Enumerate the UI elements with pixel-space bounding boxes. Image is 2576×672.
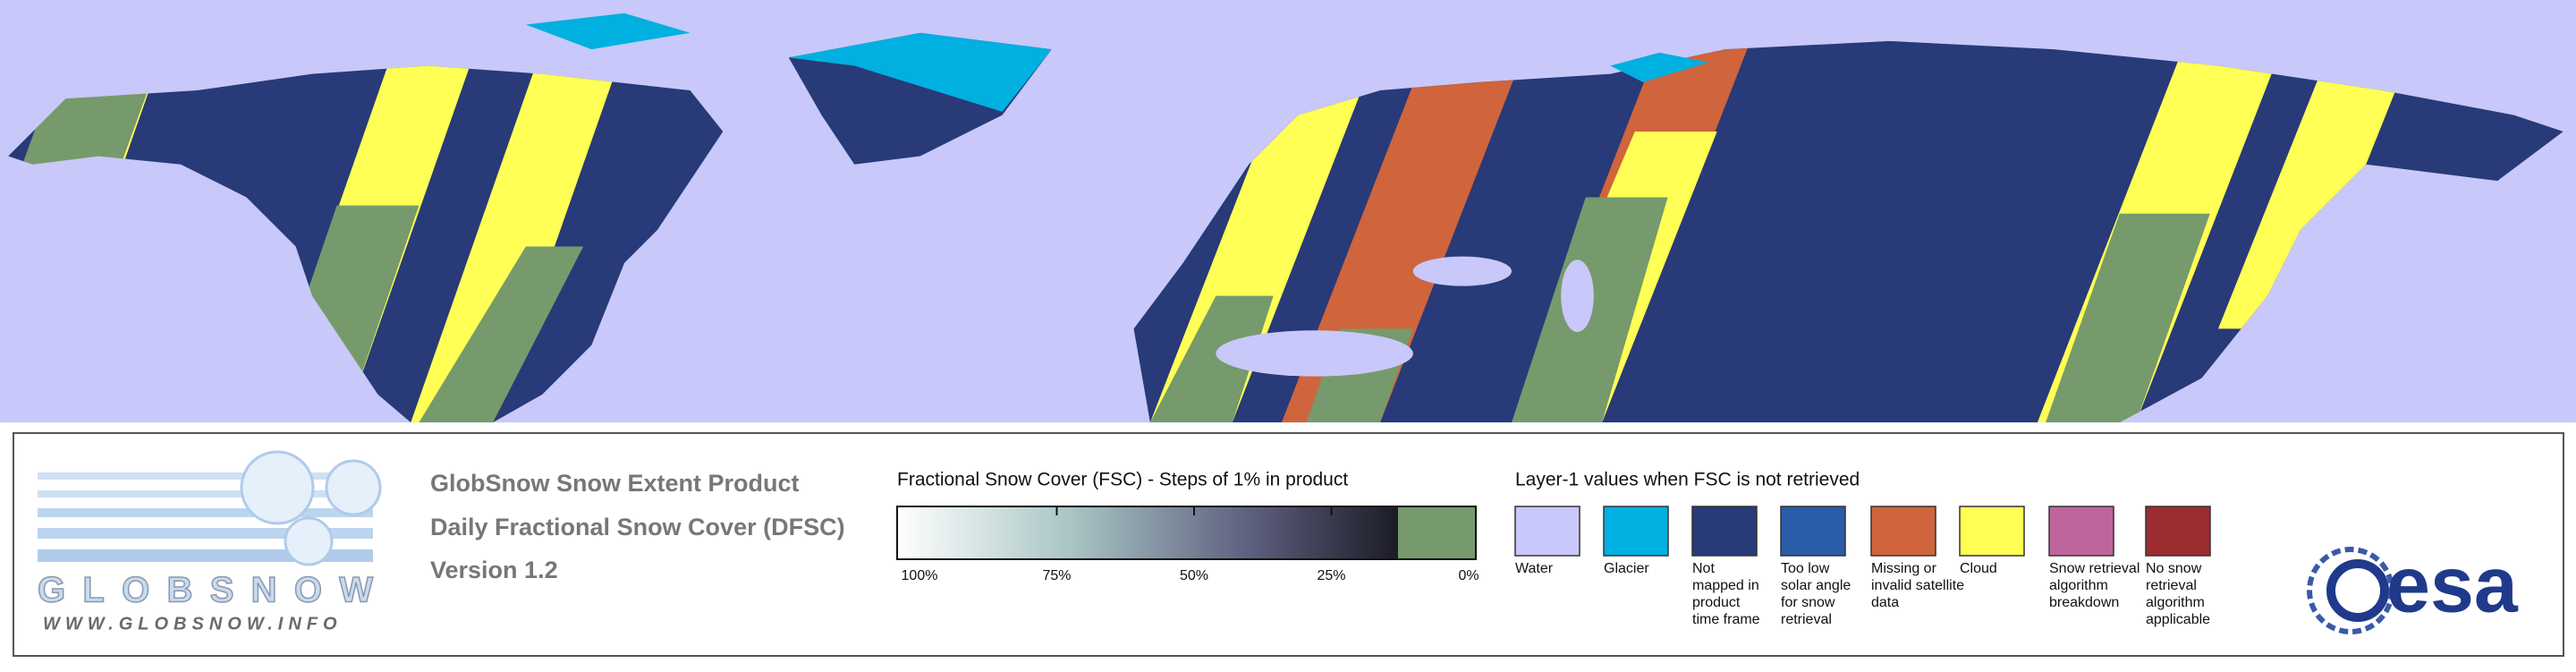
swatch-label: No snow <box>2146 561 2202 576</box>
swatch-label: Water <box>1515 561 1554 576</box>
swatch-label: retrieval <box>1781 612 1832 627</box>
agency-name: esa <box>2386 540 2519 628</box>
product-title: GlobSnow Snow Extent Product <box>430 470 800 497</box>
swatch-label: Cloud <box>1960 561 1997 576</box>
swatch <box>1603 506 1669 557</box>
swatch-label: breakdown <box>2049 595 2119 610</box>
swatch-label: Too low <box>1781 561 1830 576</box>
swatch-label: retrieval <box>2146 578 2197 593</box>
colorbar-title: Fractional Snow Cover (FSC) - Steps of 1… <box>897 470 1348 490</box>
map <box>0 0 2576 423</box>
swatch-label: data <box>1871 595 1899 610</box>
colorbar-frame <box>896 506 1477 560</box>
swatch-label: product <box>1692 595 1741 610</box>
swatch-label: algorithm <box>2049 578 2108 593</box>
swatch-label: Not <box>1692 561 1715 576</box>
product-subtitle: Daily Fractional Snow Cover (DFSC) <box>430 514 845 540</box>
swatch-label: invalid satellite <box>1871 578 1964 593</box>
colorbar-zero <box>1398 506 1476 559</box>
product-version: Version 1.2 <box>430 557 558 583</box>
colorbar-tick-label: 100% <box>902 568 938 583</box>
swatch-label: Glacier <box>1604 561 1649 576</box>
swatch <box>1780 506 1846 557</box>
colorbar-tick-label: 25% <box>1317 568 1345 583</box>
swatch-label: time frame <box>1692 612 1760 627</box>
esa-logo: esa <box>2307 540 2519 634</box>
swatch <box>1959 506 2025 557</box>
swatch-label: algorithm <box>2146 595 2205 610</box>
swatch <box>1514 506 1580 557</box>
swatch-label: mapped in <box>1692 578 1759 593</box>
layer1-title: Layer-1 values when FSC is not retrieved <box>1515 470 1860 490</box>
swatch-label: solar angle <box>1781 578 1851 593</box>
swatch <box>2048 506 2114 557</box>
swatch-label: applicable <box>2146 612 2210 627</box>
colorbar-tick-label: 50% <box>1180 568 1208 583</box>
swatch-label: Snow retrieval <box>2049 561 2140 576</box>
swatch <box>1870 506 1936 557</box>
swatch <box>1691 506 1758 557</box>
colorbar-tick-label: 0% <box>1458 568 1479 583</box>
swatch <box>2145 506 2211 557</box>
colorbar-tick-label: 75% <box>1042 568 1071 583</box>
swatch-label: Missing or <box>1871 561 1937 576</box>
logo-url: WWW.GLOBSNOW.INFO <box>43 614 343 634</box>
colorbar-gradient <box>897 506 1398 559</box>
swatch-label: for snow <box>1781 595 1835 610</box>
